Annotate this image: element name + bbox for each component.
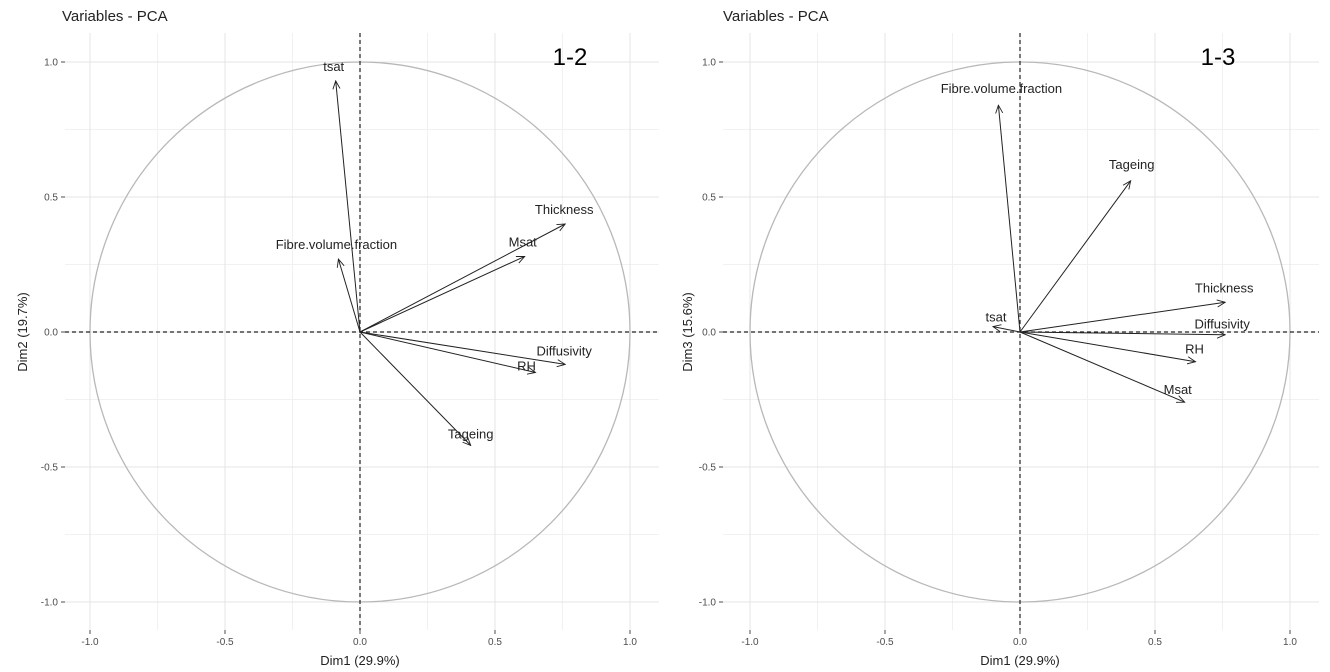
variable-label: Thickness — [535, 202, 594, 217]
variable-arrow — [1019, 331, 1185, 402]
y-tick-label: -0.5 — [41, 463, 59, 474]
y-tick-label: -1.0 — [699, 598, 717, 609]
variable-label: tsat — [986, 310, 1007, 325]
variable-label: Tageing — [448, 426, 494, 441]
variable-arrows: tsat Fibre.volume.fraction Thickness Msat Di… — [276, 59, 594, 446]
variable-arrow — [993, 327, 1021, 333]
x-axis-label: Dim1 (29.9%) — [980, 653, 1059, 668]
y-axis-label: Dim3 (15.6%) — [680, 292, 695, 371]
variable-label: RH — [1185, 342, 1204, 357]
variable-arrows: Fibre.volume.fraction Tageing tsat Thicknes… — [941, 81, 1254, 402]
variable-arrow — [1019, 331, 1196, 362]
panel-tag: 1-3 — [1201, 44, 1236, 71]
y-tick-label: 0.0 — [44, 328, 58, 339]
variable-arrow — [359, 256, 525, 333]
variable-arrow — [359, 331, 471, 445]
y-tick-label: -0.5 — [699, 463, 717, 474]
pca-panel-dim1-dim2: -1.0 -0.5 0.0 0.5 1.0 -1.0 -0.5 0.0 0.5 1.0 Dim1 (… — [15, 8, 659, 668]
variable-label: Tageing — [1109, 157, 1155, 172]
chart-title: Variables - PCA — [723, 8, 829, 25]
variable-label: Msat — [509, 234, 538, 249]
y-tick-label: 1.0 — [44, 58, 58, 69]
x-tick-label: 0.5 — [488, 637, 502, 648]
variable-arrow — [998, 105, 1021, 333]
variable-arrow — [1019, 302, 1225, 333]
x-tick-label: 1.0 — [623, 637, 637, 648]
variable-label: Fibre.volume.fraction — [941, 81, 1062, 96]
y-tick-label: 0.5 — [702, 193, 716, 204]
variable-label: RH — [517, 359, 536, 374]
pca-panel-dim1-dim3: -1.0 -0.5 0.0 0.5 1.0 -1.0 -0.5 0.0 0.5 1.0 Dim1 (… — [680, 8, 1319, 668]
variable-arrow — [359, 224, 565, 333]
variable-label: tsat — [323, 59, 344, 74]
y-tick-label: 0.5 — [44, 193, 58, 204]
variable-label: Diffusivity — [1195, 317, 1251, 332]
x-tick-label: 1.0 — [1283, 637, 1297, 648]
variable-arrow — [359, 331, 536, 373]
y-tick-label: -1.0 — [41, 598, 59, 609]
x-tick-label: -1.0 — [81, 637, 99, 648]
variable-label: Diffusivity — [537, 343, 593, 358]
x-tick-label: -0.5 — [216, 637, 234, 648]
x-tick-label: 0.0 — [353, 637, 367, 648]
variable-label: Fibre.volume.fraction — [276, 237, 397, 252]
chart-title: Variables - PCA — [62, 8, 168, 25]
variable-arrow — [338, 259, 361, 333]
x-tick-label: 0.5 — [1148, 637, 1162, 648]
variable-arrow — [336, 81, 361, 333]
variable-label: Msat — [1164, 382, 1193, 397]
variable-label: Thickness — [1195, 280, 1254, 295]
x-axis-label: Dim1 (29.9%) — [320, 653, 399, 668]
variable-arrow — [1019, 181, 1131, 333]
panel-tag: 1-2 — [553, 44, 588, 71]
variable-arrow — [359, 331, 565, 364]
y-tick-label: 1.0 — [702, 58, 716, 69]
x-tick-label: 0.0 — [1013, 637, 1027, 648]
x-tick-label: -1.0 — [741, 637, 759, 648]
x-tick-label: -0.5 — [876, 637, 894, 648]
variable-arrow — [1019, 332, 1225, 335]
y-tick-label: 0.0 — [702, 328, 716, 339]
y-axis-label: Dim2 (19.7%) — [15, 292, 30, 371]
